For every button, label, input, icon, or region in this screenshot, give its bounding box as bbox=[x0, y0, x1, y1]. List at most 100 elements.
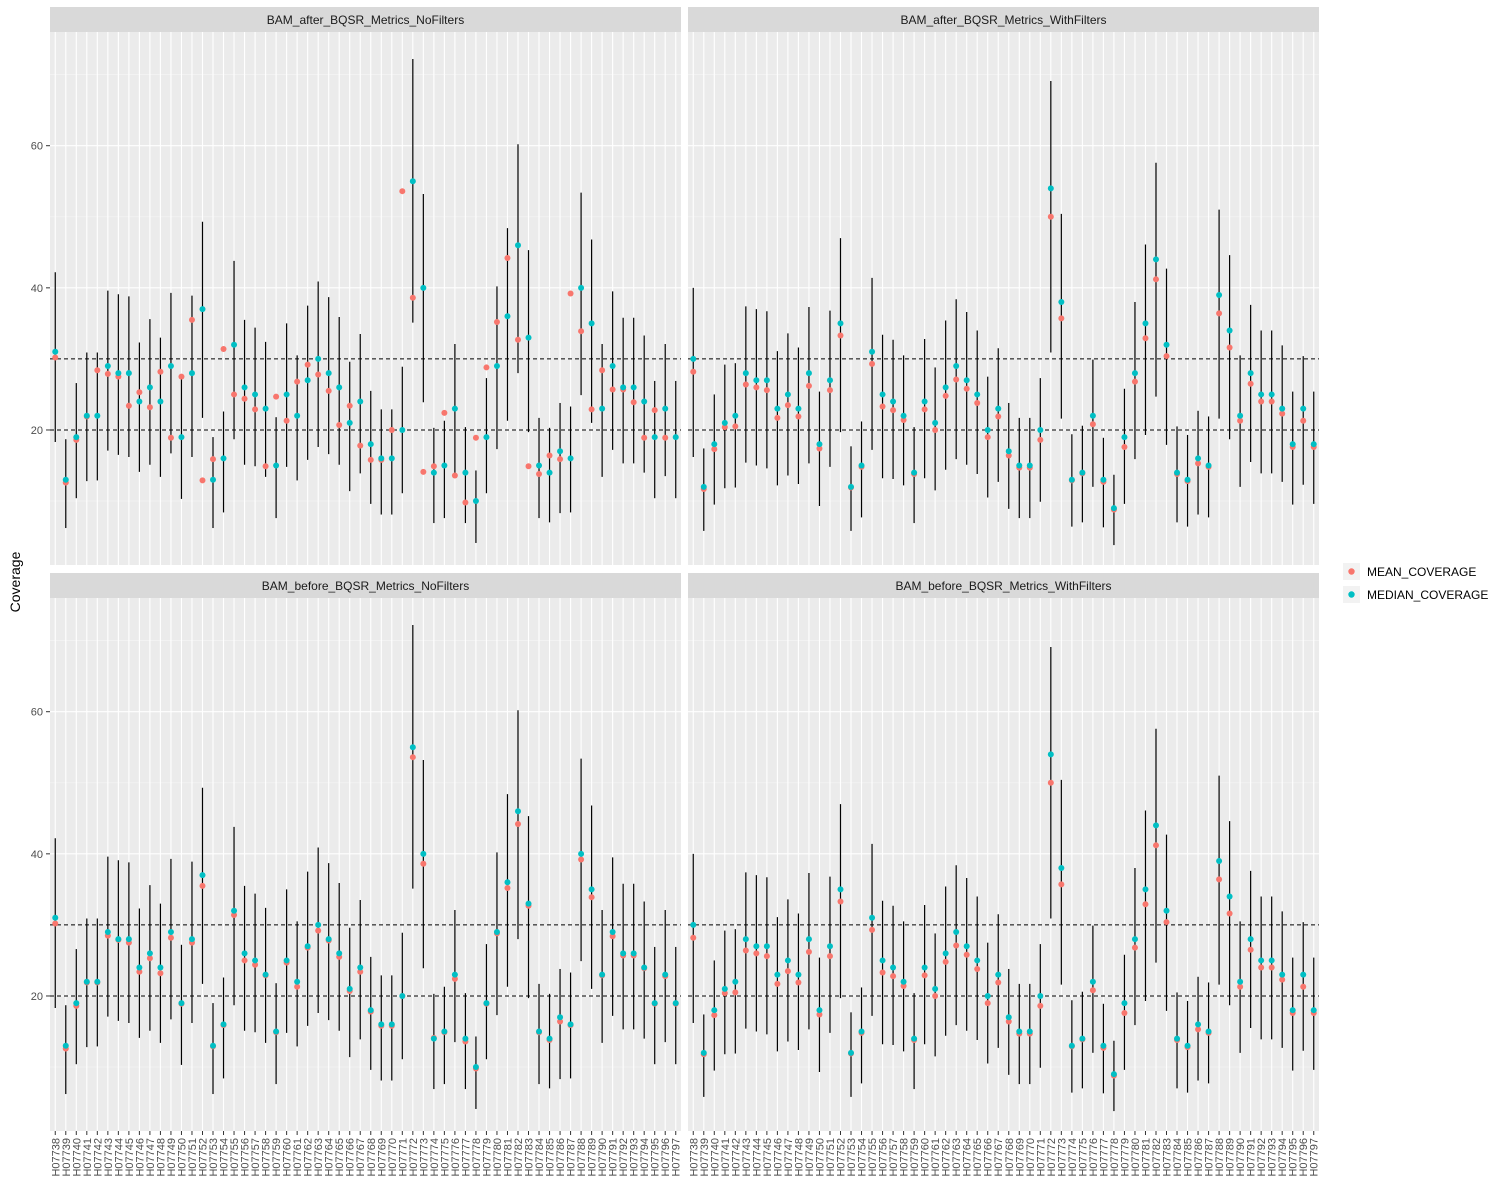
mean-point bbox=[1142, 901, 1149, 908]
median-point bbox=[62, 476, 69, 483]
median-point bbox=[1289, 1007, 1296, 1014]
panel-title: BAM_before_BQSR_Metrics_WithFilters bbox=[895, 579, 1111, 593]
x-tick-label: H07761 bbox=[292, 1138, 304, 1177]
x-tick-label: H07768 bbox=[366, 1138, 378, 1177]
x-tick-label: H07757 bbox=[250, 1138, 262, 1177]
mean-point bbox=[974, 965, 981, 972]
median-point bbox=[1237, 412, 1244, 419]
median-point bbox=[1089, 412, 1096, 419]
median-point bbox=[711, 1007, 718, 1014]
x-tick-label: H07764 bbox=[962, 1138, 974, 1177]
mean-point bbox=[753, 950, 760, 957]
mean-point bbox=[1163, 353, 1170, 360]
median-point bbox=[911, 469, 918, 476]
median-point bbox=[252, 957, 259, 964]
mean-point bbox=[557, 456, 564, 463]
x-tick-label: H07786 bbox=[1193, 1138, 1205, 1177]
mean-point bbox=[231, 391, 238, 398]
mean-point bbox=[921, 972, 928, 979]
mean-point bbox=[837, 898, 844, 905]
legend-marker-mean bbox=[1348, 568, 1355, 575]
median-point bbox=[336, 950, 343, 957]
x-tick-label: H07780 bbox=[1130, 1138, 1142, 1177]
mean-point bbox=[167, 434, 174, 441]
median-point bbox=[315, 921, 322, 928]
median-point bbox=[1237, 978, 1244, 985]
mean-point bbox=[784, 968, 791, 975]
median-point bbox=[1005, 1014, 1012, 1021]
median-point bbox=[210, 476, 217, 483]
x-tick-label: H07765 bbox=[972, 1138, 984, 1177]
median-point bbox=[420, 850, 427, 857]
mean-point bbox=[241, 395, 248, 402]
median-point bbox=[837, 320, 844, 327]
mean-point bbox=[795, 979, 802, 986]
mean-point bbox=[441, 409, 448, 416]
median-point bbox=[294, 412, 301, 419]
median-point bbox=[73, 434, 80, 441]
panel-4: BAM_before_BQSR_Metrics_WithFilters H0773… bbox=[688, 573, 1321, 1177]
mean-point bbox=[1300, 983, 1307, 990]
median-point bbox=[451, 405, 458, 412]
x-tick-label: H07788 bbox=[576, 1138, 588, 1177]
median-point bbox=[774, 405, 781, 412]
median-point bbox=[662, 971, 669, 978]
x-tick-label: H07790 bbox=[1235, 1138, 1247, 1177]
mean-point bbox=[984, 434, 991, 441]
mean-point bbox=[651, 407, 658, 414]
mean-point bbox=[1121, 1010, 1128, 1017]
median-point bbox=[578, 850, 585, 857]
median-point bbox=[262, 971, 269, 978]
x-tick-label: H07784 bbox=[1172, 1138, 1184, 1177]
median-point bbox=[1163, 907, 1170, 914]
median-point bbox=[367, 441, 374, 448]
median-point bbox=[1037, 992, 1044, 999]
median-point bbox=[167, 363, 174, 370]
median-point bbox=[599, 971, 606, 978]
mean-point bbox=[483, 364, 490, 371]
x-tick-label: H07749 bbox=[804, 1138, 816, 1177]
median-point bbox=[984, 426, 991, 433]
median-point bbox=[525, 900, 532, 907]
mean-point bbox=[504, 254, 511, 261]
median-point bbox=[816, 441, 823, 448]
x-tick-label: H07744 bbox=[113, 1138, 125, 1177]
median-point bbox=[1121, 434, 1128, 441]
x-tick-label: H07765 bbox=[334, 1138, 346, 1177]
mean-point bbox=[1037, 1002, 1044, 1009]
median-point bbox=[942, 384, 949, 391]
x-tick-label: H07793 bbox=[1267, 1138, 1279, 1177]
x-tick-label: H07779 bbox=[1119, 1138, 1131, 1177]
median-point bbox=[399, 992, 406, 999]
mean-point bbox=[336, 421, 343, 428]
median-point bbox=[921, 964, 928, 971]
mean-point bbox=[294, 378, 301, 385]
mean-point bbox=[1226, 344, 1233, 351]
mean-point bbox=[315, 927, 322, 934]
median-point bbox=[932, 419, 939, 426]
median-point bbox=[620, 384, 627, 391]
panel-background bbox=[50, 598, 681, 1131]
mean-point bbox=[742, 947, 749, 954]
median-point bbox=[1016, 462, 1023, 469]
median-point bbox=[1058, 865, 1065, 872]
median-point bbox=[1152, 822, 1159, 829]
panel-2: BAM_after_BQSR_Metrics_WithFilters bbox=[688, 7, 1319, 565]
median-point bbox=[1037, 426, 1044, 433]
median-point bbox=[1226, 893, 1233, 900]
x-tick-label: H07794 bbox=[639, 1138, 651, 1177]
median-point bbox=[1016, 1028, 1023, 1035]
median-point bbox=[805, 370, 812, 377]
mean-point bbox=[1195, 1026, 1202, 1033]
mean-point bbox=[1142, 335, 1149, 342]
x-tick-label: H07790 bbox=[597, 1138, 609, 1177]
x-tick-label: H07743 bbox=[741, 1138, 753, 1177]
mean-point bbox=[136, 389, 143, 396]
mean-point bbox=[900, 983, 907, 990]
mean-point bbox=[1258, 964, 1265, 971]
median-point bbox=[399, 426, 406, 433]
median-point bbox=[1268, 957, 1275, 964]
mean-point bbox=[721, 990, 728, 997]
median-point bbox=[210, 1042, 217, 1049]
